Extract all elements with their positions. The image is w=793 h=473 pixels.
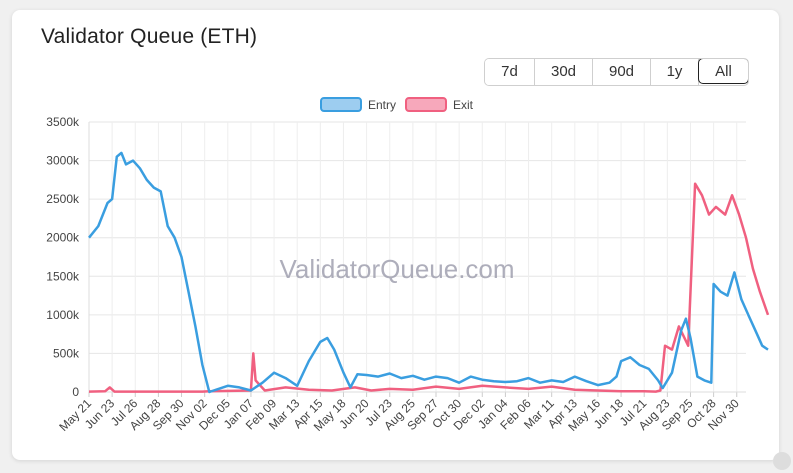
- page-title: Validator Queue (ETH): [41, 25, 258, 48]
- y-tick-label: 0: [72, 385, 79, 399]
- range-button-30d[interactable]: 30d: [535, 59, 593, 85]
- y-tick-label: 1000k: [46, 308, 80, 322]
- legend-swatch-exit: [405, 97, 447, 112]
- y-tick-label: 500k: [53, 346, 80, 360]
- range-selector: 7d 30d 90d 1y All: [484, 58, 749, 86]
- range-button-7d[interactable]: 7d: [485, 59, 535, 85]
- y-tick-label: 2500k: [46, 192, 80, 206]
- legend-label-exit: Exit: [453, 98, 474, 112]
- corner-logo: [773, 452, 791, 470]
- series-line-exit: [88, 182, 770, 393]
- range-button-1y[interactable]: 1y: [651, 59, 699, 85]
- y-tick-label: 3500k: [46, 115, 80, 129]
- watermark-text: ValidatorQueue.com: [279, 254, 514, 284]
- logo-icon: [773, 452, 791, 470]
- legend-label-entry: Entry: [368, 98, 396, 112]
- legend-swatch-entry: [320, 97, 362, 112]
- y-tick-label: 1500k: [46, 269, 80, 283]
- y-tick-label: 2000k: [46, 231, 80, 245]
- y-tick-label: 3000k: [46, 154, 80, 168]
- range-button-90d[interactable]: 90d: [593, 59, 651, 85]
- series-line-entry: [88, 151, 769, 394]
- range-button-all[interactable]: All: [698, 59, 748, 84]
